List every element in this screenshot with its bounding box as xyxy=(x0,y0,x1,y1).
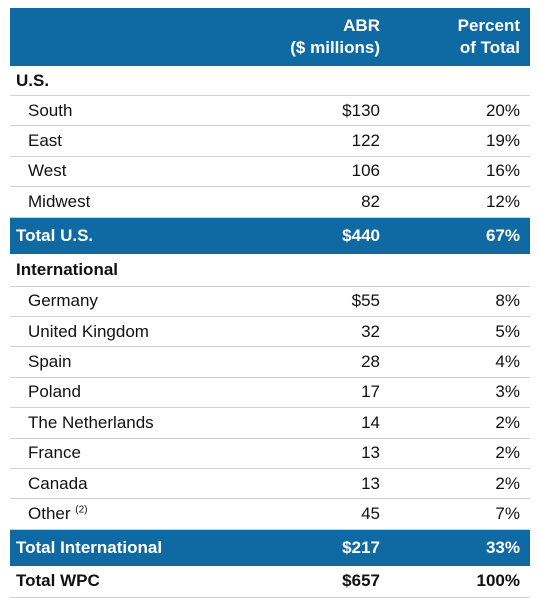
data-row: Germany $55 8% xyxy=(10,287,530,317)
data-row: Other (2) 45 7% xyxy=(10,499,530,530)
percent-value: 12% xyxy=(485,191,520,211)
abr-header: ABR ($ millions) xyxy=(290,15,380,59)
abr-value: $55 xyxy=(351,291,380,311)
row-label: Total WPC xyxy=(16,571,100,591)
section-title: International xyxy=(16,259,119,279)
data-row: Canada 13 2% xyxy=(10,469,530,500)
section-row: U.S. xyxy=(10,66,530,96)
data-row: East 122 19% xyxy=(10,126,530,157)
percent-header-line: Percent xyxy=(457,16,520,35)
row-label: East xyxy=(28,131,63,151)
section-title: U.S. xyxy=(16,70,50,90)
row-label: Total U.S. xyxy=(16,225,94,245)
abr-value: 45 xyxy=(361,504,380,524)
abr-value: 14 xyxy=(361,412,380,432)
percent-value: 19% xyxy=(485,131,520,151)
percent-header: Percent of Total xyxy=(458,15,520,59)
header-row: ABR ($ millions) Percent of Total xyxy=(10,8,530,66)
abr-value: 122 xyxy=(351,131,380,151)
abr-value: $657 xyxy=(342,571,380,591)
row-label: The Netherlands xyxy=(28,412,154,432)
total-row: Total U.S. $440 67% xyxy=(10,217,530,254)
data-row: The Netherlands 14 2% xyxy=(10,408,530,439)
abr-value: $440 xyxy=(342,225,380,245)
footnote-ref: (2) xyxy=(75,504,88,516)
abr-value: $130 xyxy=(342,100,380,120)
abr-value: 13 xyxy=(361,443,380,463)
percent-value: 16% xyxy=(485,161,520,181)
data-row: United Kingdom 32 5% xyxy=(10,317,530,348)
row-label: Spain xyxy=(28,352,72,372)
abr-value: 32 xyxy=(361,321,380,341)
row-label: France xyxy=(28,443,81,463)
abr-value: 82 xyxy=(361,191,380,211)
percent-value: 3% xyxy=(495,382,520,402)
total-row: Total International $217 33% xyxy=(10,529,530,566)
percent-value: 100% xyxy=(476,571,520,591)
row-label: Canada xyxy=(28,473,88,493)
data-row: South $130 20% xyxy=(10,96,530,127)
percent-value: 5% xyxy=(495,321,520,341)
percent-value: 2% xyxy=(495,412,520,432)
row-label: United Kingdom xyxy=(28,321,149,341)
row-label: Other (2) xyxy=(28,504,88,524)
row-label: Total International xyxy=(16,537,163,557)
data-row: Poland 17 3% xyxy=(10,378,530,409)
percent-value: 4% xyxy=(495,352,520,372)
abr-value: 28 xyxy=(361,352,380,372)
percent-value: 2% xyxy=(495,443,520,463)
percent-value: 33% xyxy=(485,537,520,557)
data-row: Midwest 82 12% xyxy=(10,187,530,218)
abr-value: 17 xyxy=(361,382,380,402)
row-label: West xyxy=(28,161,67,181)
data-row: Spain 28 4% xyxy=(10,347,530,378)
grand-total-row: Total WPC $657 100% xyxy=(10,566,530,598)
percent-value: 67% xyxy=(485,225,520,245)
abr-header-line: ($ millions) xyxy=(290,38,380,57)
section-row: International xyxy=(10,254,530,287)
abr-value: 106 xyxy=(351,161,380,181)
percent-value: 7% xyxy=(495,504,520,524)
abr-value: $217 xyxy=(342,537,380,557)
row-label: Poland xyxy=(28,382,81,402)
abr-header-line: ABR xyxy=(343,16,380,35)
percent-value: 8% xyxy=(495,291,520,311)
data-row: France 13 2% xyxy=(10,439,530,469)
percent-header-line: of Total xyxy=(459,38,520,57)
abr-value: 13 xyxy=(361,473,380,493)
percent-value: 2% xyxy=(495,473,520,493)
row-label: Germany xyxy=(28,291,98,311)
row-label: South xyxy=(28,100,73,120)
percent-value: 20% xyxy=(485,100,520,120)
row-label: Midwest xyxy=(28,191,91,211)
data-row: West 106 16% xyxy=(10,157,530,188)
